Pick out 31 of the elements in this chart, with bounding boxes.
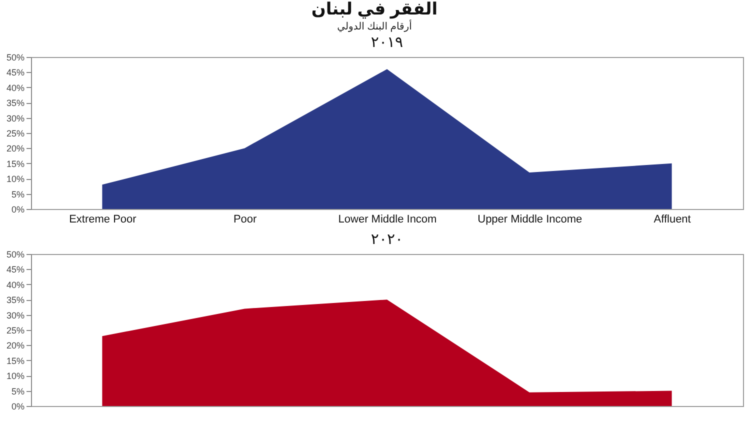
chart-title: الفقر في لبنان <box>311 0 438 20</box>
y-tick-label: 45% <box>6 264 24 275</box>
y-tick-label: 35% <box>6 98 24 108</box>
y-tick-label: 0% <box>11 204 24 214</box>
y-tick-label: 40% <box>6 280 24 290</box>
y-tick-label: 40% <box>6 82 24 93</box>
x-tick-label: Upper Middle Income <box>478 214 582 226</box>
y-tick-label: 25% <box>6 128 24 138</box>
y-tick-label: 30% <box>6 113 24 124</box>
y-tick-label: 20% <box>6 144 24 154</box>
x-tick-label: Lower Middle Incom <box>338 214 437 226</box>
x-tick-label: Poor <box>233 214 258 226</box>
y-tick-label: 15% <box>6 356 24 366</box>
y-tick-label: 10% <box>6 174 24 184</box>
y-tick-label: 5% <box>11 386 24 396</box>
y-tick-label: 45% <box>6 68 24 78</box>
x-tick-label: Extreme Poor <box>69 214 137 226</box>
y-tick-label: 20% <box>6 340 24 351</box>
y-tick-label: 50% <box>6 250 24 260</box>
chart-subtitle: أرقام البنك الدولي <box>337 20 412 32</box>
y-tick-label: 30% <box>6 310 24 320</box>
y-tick-label: 50% <box>6 52 24 62</box>
y-tick-label: 5% <box>11 189 24 200</box>
y-tick-label: 35% <box>6 295 24 306</box>
x-tick-label: Affluent <box>654 214 691 226</box>
y-tick-label: 25% <box>6 326 24 336</box>
y-tick-label: 15% <box>6 158 24 169</box>
text: ٢٠٢٠ <box>370 231 404 248</box>
y-tick-label: 0% <box>11 402 24 412</box>
y-tick-label: 10% <box>6 371 24 382</box>
text: ٢٠١٩ <box>370 34 404 51</box>
